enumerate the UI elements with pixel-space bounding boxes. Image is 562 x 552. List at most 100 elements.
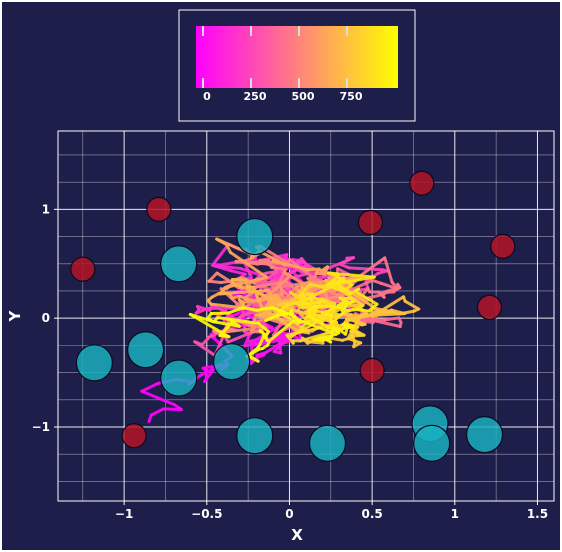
x-tick-label: 1 [451,507,459,521]
cyan-point [213,343,251,381]
colorbar-tick-label: 0 [203,90,211,103]
trajectory [140,237,421,424]
cyan-point [236,217,274,256]
trajectory-segment [255,306,274,312]
x-tick-label: −0.5 [191,507,222,521]
trajectory-segment [213,264,233,273]
x-tick-label: 0 [285,507,293,521]
cyan-point [308,424,347,462]
red-point [476,294,503,320]
trajectory-segment [140,381,160,393]
red-point [121,423,147,449]
trajectory-segment [234,259,270,266]
trajectory-segment [226,306,245,315]
trajectory-segment [251,285,264,309]
trajectory-segment [383,316,401,322]
red-point [359,357,385,384]
trajectory-segment [340,286,353,296]
trajectory-segment [254,312,274,317]
trajectory-segment [338,325,355,331]
trajectory-segment [246,345,260,358]
trajectory-segment [403,299,421,311]
x-axis-label: X [291,526,303,544]
trajectory-segment [230,281,276,302]
trajectory-segment [276,331,283,355]
y-tick-label: 1 [42,202,50,216]
cyan-point [465,416,504,454]
trajectory-segment [264,269,278,275]
cyan-point [75,344,113,382]
trajectory-segment [257,321,270,334]
trajectory-segment [216,316,261,325]
trajectory-segment [271,336,285,341]
trajectory-segment [349,333,366,338]
trajectory-segment [362,316,402,328]
cyan-point [160,359,198,397]
trajectory-segment [195,304,212,312]
trajectory-segment [329,311,345,325]
y-tick-label: 0 [42,311,50,325]
trajectory-segment [275,311,292,317]
red-point [409,170,435,196]
trajectory-segment [327,271,376,279]
trajectory-segment [366,297,379,306]
trajectory-segment [302,300,326,306]
x-tick-label: 0.5 [362,507,383,521]
trajectory-segment [308,282,325,289]
trajectory-segment [308,340,325,345]
trajectory-segment [383,256,394,284]
trajectory-segment [248,337,264,343]
trajectory-segment [295,317,335,335]
trajectory-segment [285,333,295,345]
trajectory-segment [243,262,253,277]
trajectory-segment [301,260,315,270]
trajectory-segment [329,281,365,307]
trajectory-segment [207,271,219,283]
trajectory-segment [215,237,228,247]
trajectory-segment [308,313,322,318]
plot-frame [57,130,555,502]
markers [70,170,516,462]
trajectory-segment [219,279,232,285]
trajectory-segment [161,407,183,411]
trajectory-segment [218,326,229,337]
trajectory-segment [295,280,311,289]
trajectory-segment [397,309,416,316]
cyan-point [236,417,274,455]
axis-ticks: −1 −0.5 0 0.5 1 1.5 −1 0 1 [32,202,549,521]
trajectory-segment [376,269,390,275]
trajectory-segment [207,279,223,285]
red-point [70,256,96,282]
trajectory-segment [378,286,399,295]
colorbar-frame [178,9,416,122]
trajectory-segment [340,308,360,313]
trajectory-segment [270,306,283,313]
trajectory-segment [306,285,333,301]
trajectory-segment [255,351,268,357]
trajectory-segment [321,297,337,306]
trajectory-segment [241,306,259,312]
trajectory-segment [257,249,287,267]
colorbar-ticks: 0 250 500 750 [202,26,363,103]
trajectory-segment [140,389,176,407]
trajectory-segment [329,285,344,293]
trajectory-segment [149,407,165,417]
trajectory-segment [228,250,269,279]
trajectory-segment [374,310,395,316]
trajectory-segment [264,313,279,323]
trajectory-segment [210,303,227,313]
x-tick-label: 1.5 [527,507,548,521]
colorbar-tick-label: 750 [340,90,363,103]
y-axis-label: Y [6,309,24,322]
trajectory-segment [330,304,346,311]
trajectory-segment [338,256,356,266]
trajectory-segment [209,302,245,310]
trajectory-segment [272,341,285,354]
trajectory-segment [356,308,371,313]
cyan-point [127,331,165,369]
trajectory-segment [373,318,387,322]
trajectory-segment [264,336,290,355]
y-tick-label: −1 [32,420,50,434]
trajectory-segment [214,320,241,328]
